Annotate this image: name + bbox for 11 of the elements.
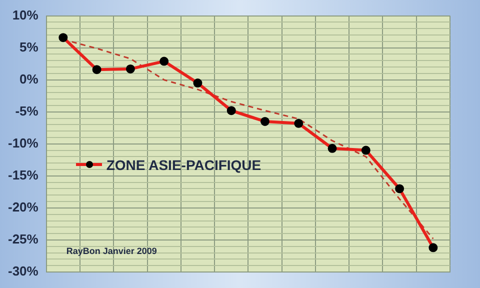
y-tick-label: 10%	[12, 7, 39, 22]
y-tick-label: -25%	[8, 232, 39, 247]
y-tick-label: -15%	[8, 168, 39, 183]
y-tick-label: -30%	[8, 264, 39, 279]
annotation: RayBon Janvier 2009	[66, 246, 157, 256]
y-tick-label: -20%	[8, 200, 39, 215]
y-tick-label: 5%	[20, 39, 39, 54]
legend-label: ZONE ASIE-PACIFIQUE	[106, 156, 262, 173]
y-tick-label: -5%	[15, 103, 39, 118]
y-tick-label: 0%	[20, 71, 39, 86]
y-tick-label: -10%	[8, 135, 39, 150]
